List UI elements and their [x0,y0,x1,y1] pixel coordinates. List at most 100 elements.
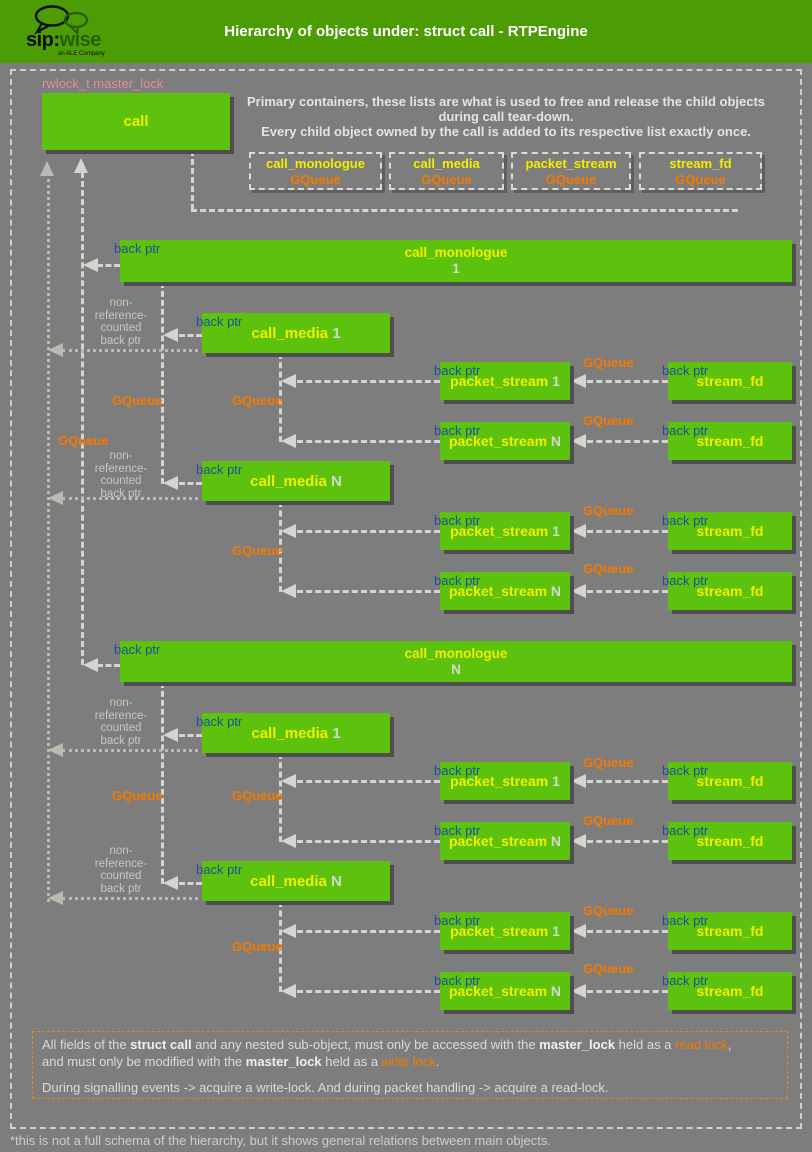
container-type: GQueue [675,171,726,187]
container-type: GQueue [421,171,472,187]
connector-line [97,664,120,667]
gqueue-label: GQueue [583,561,634,576]
gqueue-label: GQueue [112,393,163,408]
connector-line [47,166,50,902]
container-type: GQueue [545,171,597,187]
connector-line [587,440,668,443]
back-ptr-label: back ptr [662,573,709,588]
legend-text-segment: , [727,1037,732,1052]
connector-line [179,334,202,337]
connector-line [587,840,668,843]
node-label: packet_stream [450,923,549,939]
node-label: stream_fd [696,833,764,849]
legend-text-segment: held as a [615,1037,676,1052]
node-suffix: 1 [548,373,560,389]
node-label: call_monologue [404,245,508,260]
connector-line [297,380,440,383]
node-suffix: 1 [548,523,560,539]
node-packet-stream-1a: packet_stream 1 [440,362,570,400]
legend-lock-term: write lock [381,1053,436,1069]
connector-line [161,282,164,484]
arrowhead-left-icon [281,924,296,938]
legend-line: and must only be modified with the maste… [42,1054,778,1071]
node-label-line: packet_stream 1 [450,373,560,389]
node-suffix: 1 [548,773,560,789]
back-ptr-label: back ptr [434,573,481,588]
connector-line [587,990,668,993]
gqueue-label: GQueue [583,503,634,518]
node-packet-stream-2b: packet_stream N [440,822,570,860]
back-ptr-label: back ptr [434,973,481,988]
node-packet-stream-1b: packet_stream 1 [440,762,570,800]
connector-line [191,209,738,212]
diagram-boundary [10,69,802,1129]
node-label-line: stream_fd [697,433,764,449]
master-lock-label: rwlock_t master_lock [42,76,164,91]
node-label: packet_stream [448,583,548,599]
node-suffix: N [547,583,562,599]
node-label: stream_fd [696,773,764,789]
node-packet-stream-3a: packet_stream 1 [440,512,570,550]
connector-line [297,990,440,993]
non-ref-line: counted [100,475,142,487]
node-suffix: N [547,833,562,849]
back-ptr-label: back ptr [662,823,709,838]
back-ptr-label: back ptr [662,423,709,438]
node-label-line: stream_fd [697,923,764,939]
node-packet-stream-3b: packet_stream 1 [440,912,570,950]
non-ref-line: reference- [94,857,148,870]
non-ref-line: non- [109,450,133,462]
node-label: call [123,113,149,130]
node-call-media-2a: call_media N [202,461,390,501]
container-name: call_media [413,155,480,171]
node-label: packet_stream [448,983,548,999]
connector-line [297,530,440,533]
page-title: Hierarchy of objects under: struct call … [224,23,588,40]
legend-blank-line [42,1070,778,1080]
node-label-line: stream_fd [697,833,764,849]
node-suffix: N [326,472,342,490]
node-label-line: stream_fd [697,523,764,539]
legend-text-segment: . [435,1053,440,1069]
connector-line [191,150,194,210]
non-ref-line: non- [109,697,133,709]
arrowhead-left-icon [163,876,178,890]
legend-text-segment: and any nested sub-object, must only be … [191,1037,540,1052]
logo-wise: wise [59,29,102,51]
intro-line-1: Primary containers, these lists are what… [246,94,766,109]
back-ptr-label: back ptr [196,862,243,877]
arrowhead-left-icon [281,834,296,848]
connector-line [81,163,84,665]
gqueue-label: GQueue [232,543,283,558]
node-label-line: call_media 1 [251,325,340,342]
node-suffix: 1 [328,324,341,342]
arrowhead-up-icon [40,161,54,176]
connector-line [97,264,120,267]
node-stream-fd-2b: stream_fd [668,822,792,860]
non-ref-line: reference- [94,309,148,322]
node-label: packet_stream [448,833,548,849]
legend-text-segment: held as a [321,1053,382,1069]
container-call_media: call_media GQueue [389,152,504,190]
node-call-monologue-1: call_monologue 1 [120,240,792,282]
node-stream-fd-3b: stream_fd [668,912,792,950]
node-label-line: call_media 1 [251,725,340,742]
legend-text-segment: master_lock [539,1037,616,1052]
container-call_monologue: call_monologue GQueue [249,152,382,190]
gqueue-label: GQueue [232,393,283,408]
arrowhead-left-icon [571,524,586,538]
non-ref-line: counted [100,322,142,334]
arrowhead-left-icon [571,584,586,598]
legend-text-segment: master_lock [245,1053,322,1069]
node-packet-stream-2a: packet_stream N [440,422,570,460]
node-label: call_media [251,324,329,342]
back-ptr-label: back ptr [434,823,481,838]
connector-line [587,780,668,783]
arrowhead-left-icon [83,658,98,672]
footnote: *this is not a full schema of the hierar… [10,1133,551,1148]
non-ref-line: back ptr [100,334,142,347]
arrowhead-left-icon [163,328,178,342]
connector-line [179,482,202,485]
back-ptr-label: back ptr [114,241,161,256]
node-stream-fd-3a: stream_fd [668,512,792,550]
